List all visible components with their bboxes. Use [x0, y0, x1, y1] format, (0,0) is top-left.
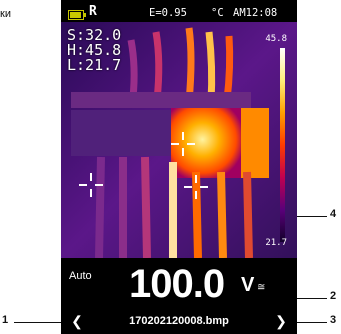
max-crosshair	[171, 132, 195, 156]
callout-3: 3	[330, 314, 337, 326]
previous-file-button[interactable]: ❮	[71, 313, 83, 329]
file-name: 170202120008.bmp	[129, 315, 229, 327]
unit-label: V	[241, 274, 255, 296]
acdc-icon: ≅	[257, 282, 266, 293]
callout-4-line	[297, 216, 327, 217]
temperature-stats: S:32.0 H:45.8 L:21.7	[67, 28, 121, 73]
emissivity-value: E=0.95	[149, 7, 187, 19]
min-crosshair	[79, 173, 103, 197]
scale-max: 45.8	[265, 34, 287, 44]
next-file-button[interactable]: ❯	[275, 313, 287, 329]
scale-min: 21.7	[265, 238, 287, 248]
center-crosshair	[184, 175, 208, 199]
callout-3-line	[297, 322, 327, 323]
color-scale-bar	[280, 48, 285, 242]
corner-label: ки	[0, 8, 11, 20]
stat-h: H:45.8	[67, 41, 122, 59]
stat-l: L:21.7	[67, 56, 122, 74]
device-screen: R E=0.95 °C AM12:08	[61, 0, 297, 334]
temp-unit: °C	[211, 7, 224, 19]
thermal-scene	[61, 22, 297, 258]
battery-icon	[68, 10, 86, 20]
file-navigation-bar: ❮ 170202120008.bmp ❯	[61, 312, 297, 334]
callout-2-line	[297, 298, 327, 299]
thermal-image: S:32.0 H:45.8 L:21.7 45.8 21.7	[61, 22, 297, 258]
callout-2: 2	[330, 290, 337, 302]
status-bar: R E=0.95 °C AM12:08	[61, 4, 297, 22]
measurement-panel: Auto 100.0 V ≅ ❮ 170202120008.bmp ❯	[61, 258, 297, 334]
mode-label: Auto	[69, 270, 92, 282]
voltage-reading: 100.0	[129, 262, 225, 306]
callout-1-line	[14, 322, 61, 323]
r-icon: R	[89, 4, 97, 19]
callout-4: 4	[330, 208, 337, 220]
callout-1: 1	[2, 314, 9, 326]
stat-s: S:32.0	[67, 26, 122, 44]
clock-time: AM12:08	[233, 7, 278, 19]
